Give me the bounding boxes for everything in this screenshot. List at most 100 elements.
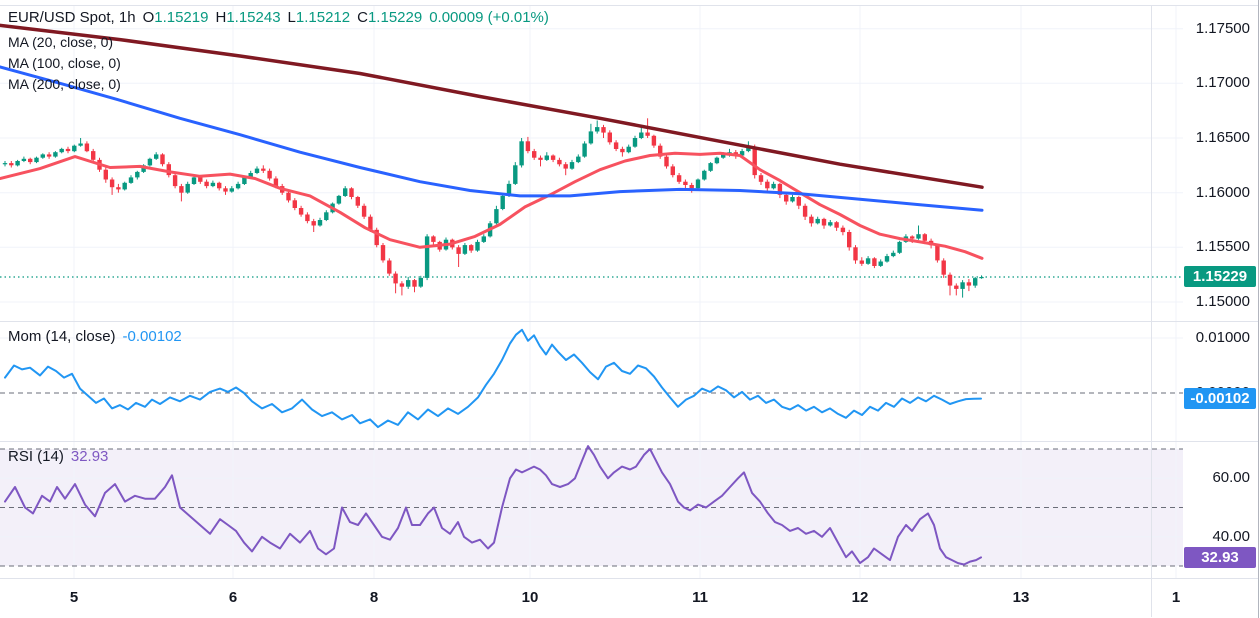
candle-body xyxy=(979,277,984,279)
candle-body xyxy=(645,132,650,136)
candle-body xyxy=(966,282,972,286)
price-tick-label: 1.16000 xyxy=(1195,183,1250,201)
rsi-legend-value: 32.93 xyxy=(70,448,109,465)
candle-body xyxy=(21,158,27,161)
candle-body xyxy=(343,188,348,196)
candle-body xyxy=(702,170,707,180)
candle-body xyxy=(752,146,757,176)
candle-body xyxy=(834,222,839,228)
candle-body xyxy=(947,274,953,286)
candle-body xyxy=(286,192,291,201)
candle-body xyxy=(746,146,751,152)
momentum-legend[interactable]: Mom (14, close) -0.00102 xyxy=(8,328,182,345)
rsi-value-badge: 32.93 xyxy=(1184,546,1256,568)
candle-body xyxy=(380,245,386,261)
candle-body xyxy=(513,165,518,184)
candle-body xyxy=(620,148,625,153)
price-tick-label: 1.17000 xyxy=(1195,74,1250,92)
candle-body xyxy=(550,155,556,160)
candle-body xyxy=(910,236,915,239)
candle-body xyxy=(172,175,178,187)
candle-body xyxy=(847,232,852,248)
candle-body xyxy=(935,245,940,261)
candle-body xyxy=(897,241,902,253)
candle-body xyxy=(695,179,701,189)
candle-body xyxy=(65,148,71,152)
candle-body xyxy=(721,154,726,158)
candle-body xyxy=(135,171,140,178)
candle-body xyxy=(525,141,531,152)
candle-body xyxy=(500,195,505,209)
candle-body xyxy=(758,175,764,182)
candle-body xyxy=(595,127,600,132)
time-tick-label: 5 xyxy=(69,589,79,606)
candle-body xyxy=(689,185,694,189)
candle-body xyxy=(387,260,392,274)
candle-body xyxy=(569,162,575,169)
rsi-line xyxy=(4,445,982,566)
symbol-legend[interactable]: EUR/USD Spot, 1h O1.15219 H1.15243 L1.15… xyxy=(8,9,549,26)
candle-body xyxy=(217,182,222,189)
candle-body xyxy=(116,187,121,190)
candle-body xyxy=(632,138,638,147)
candle-body xyxy=(557,159,562,165)
candle-body xyxy=(242,177,247,184)
candle-body xyxy=(424,236,430,278)
candle-body xyxy=(229,188,234,192)
candle-body xyxy=(267,170,272,179)
candle-body xyxy=(292,200,297,208)
candle-body xyxy=(828,222,833,226)
candle-body xyxy=(664,156,669,167)
ohlc-open: O1.15219 xyxy=(142,9,209,26)
time-tick-label: 6 xyxy=(228,589,238,606)
candle-body xyxy=(658,145,663,157)
candle-body xyxy=(456,247,461,254)
candle-body xyxy=(639,132,644,138)
candle-body xyxy=(324,212,329,220)
ohlc-high: H1.15243 xyxy=(215,9,281,26)
time-tick-label: 12 xyxy=(851,589,869,606)
candle-body xyxy=(53,152,58,157)
candle-body xyxy=(179,186,184,193)
candle-body xyxy=(355,197,360,206)
candle-body xyxy=(708,163,713,171)
candle-body xyxy=(815,218,820,224)
candle-body xyxy=(607,132,612,143)
candle-body xyxy=(821,218,827,226)
rsi-legend[interactable]: RSI (14) 32.93 xyxy=(8,448,109,465)
ohlc-low: L1.15212 xyxy=(287,9,351,26)
candle-body xyxy=(406,280,411,287)
candle-body xyxy=(588,131,594,144)
price-scale-border xyxy=(1151,5,1152,617)
candle-body xyxy=(431,236,436,242)
candle-body xyxy=(399,283,405,287)
candle-body xyxy=(922,234,927,241)
candle-body xyxy=(840,227,846,233)
candle-body xyxy=(576,156,581,163)
candle-body xyxy=(960,282,965,289)
candle-body xyxy=(916,234,921,239)
ma200-legend[interactable]: MA (200, close, 0) xyxy=(8,76,121,92)
momentum-value-badge: -0.00102 xyxy=(1184,388,1256,410)
candle-body xyxy=(185,183,190,193)
candle-body xyxy=(651,135,657,146)
candle-body xyxy=(147,158,153,166)
ma20-legend[interactable]: MA (20, close, 0) xyxy=(8,34,114,50)
panel-separator-rsi xyxy=(0,441,1258,442)
momentum-line xyxy=(4,328,982,429)
candle-body xyxy=(563,164,568,169)
ma100-legend[interactable]: MA (100, close, 0) xyxy=(8,55,121,71)
candle-body xyxy=(198,177,203,182)
candle-body xyxy=(248,173,253,178)
candle-body xyxy=(739,151,745,156)
candle-body xyxy=(790,197,795,202)
candle-body xyxy=(254,168,260,173)
candle-body xyxy=(122,182,127,190)
candle-body xyxy=(469,245,474,251)
candle-body xyxy=(235,183,241,189)
last-price-badge: 1.15229 xyxy=(1184,266,1256,288)
candle-body xyxy=(973,278,978,286)
candle-body xyxy=(9,163,14,166)
